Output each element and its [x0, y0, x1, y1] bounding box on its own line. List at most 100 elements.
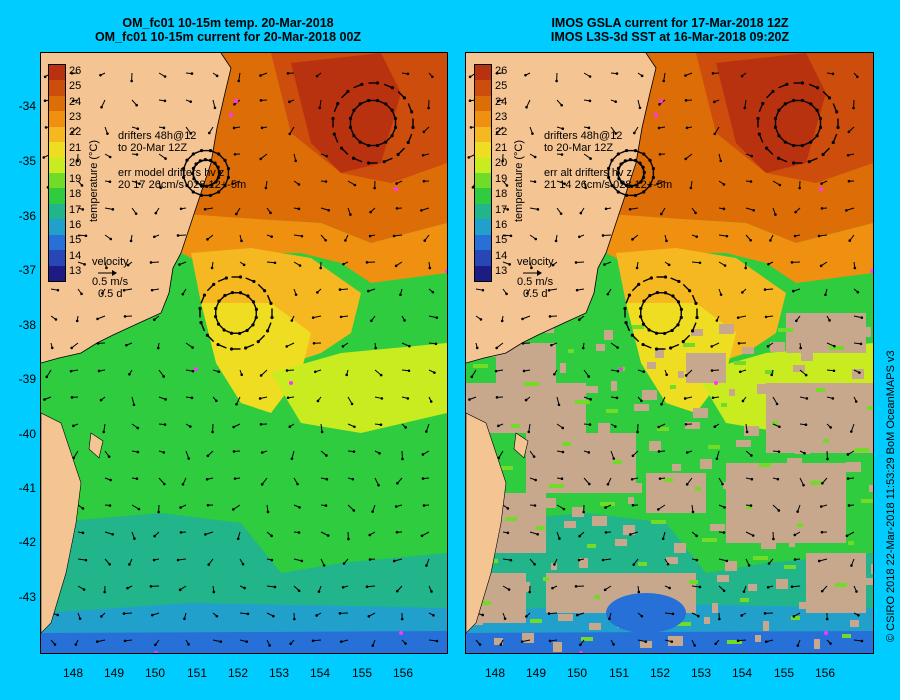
colorbar-tick-label: 17 — [495, 203, 508, 216]
colorbar-swatch — [475, 250, 491, 267]
current-arrow-head — [635, 266, 639, 270]
current-arrow-head — [698, 261, 702, 265]
current-arrow-head — [749, 180, 753, 183]
current-arrow-head — [671, 612, 675, 616]
sst-pixel-speckle — [710, 524, 725, 531]
current-arrow-head — [254, 307, 259, 312]
current-arrow-head — [259, 99, 263, 102]
current-arrow-head — [135, 153, 139, 156]
current-arrow-head — [189, 425, 192, 428]
current-arrow-head — [229, 347, 234, 351]
sst-pixel-speckle — [757, 384, 766, 394]
current-arrow-head — [470, 375, 474, 379]
current-arrow-head — [71, 99, 75, 103]
current-arrow — [366, 585, 376, 588]
current-arrow-head — [425, 430, 428, 433]
current-arrow-head — [300, 234, 304, 238]
current-arrow-head — [74, 643, 78, 646]
current-arrow-head — [711, 396, 715, 400]
current-arrow-head — [423, 239, 427, 242]
current-arrow — [799, 477, 804, 486]
current-arrow — [502, 234, 512, 237]
current-arrow-head — [524, 73, 527, 77]
colorbar-swatch — [475, 65, 491, 81]
current-arrow-head — [270, 315, 274, 320]
sst-pixel-speckle — [861, 499, 873, 503]
current-arrow-head — [233, 103, 236, 106]
sst-pixel-speckle — [759, 463, 771, 467]
current-arrow — [238, 72, 241, 81]
current-arrow-head — [478, 643, 482, 646]
current-arrow-head — [226, 166, 231, 171]
drifter-marker — [619, 367, 623, 371]
current-arrow — [232, 180, 241, 185]
current-arrow-head — [475, 346, 479, 350]
current-arrow-head — [97, 369, 101, 373]
current-arrow-head — [369, 210, 372, 214]
current-arrow-head — [339, 146, 344, 150]
current-arrow-head — [80, 184, 84, 187]
current-arrow-head — [833, 344, 836, 348]
current-arrow — [663, 72, 666, 81]
current-arrow-head — [796, 644, 800, 647]
current-arrow-head — [829, 642, 832, 645]
current-arrow-head — [561, 127, 565, 130]
current-arrow-head — [259, 74, 262, 77]
current-arrow-head — [693, 644, 696, 647]
sst-pixel-speckle — [842, 634, 851, 638]
current-arrow-head — [212, 590, 216, 594]
current-arrow — [850, 423, 855, 432]
current-arrow-head — [232, 126, 236, 130]
current-arrow-head — [268, 644, 271, 647]
current-arrow-head — [558, 537, 561, 540]
current-arrow-head — [665, 239, 668, 243]
current-arrow-head — [468, 75, 472, 79]
current-arrow-head — [632, 563, 636, 566]
sst-pixel-speckle — [833, 504, 842, 514]
sst-pixel-speckle — [765, 370, 774, 374]
current-arrow-head — [710, 345, 714, 348]
current-arrow-head — [156, 346, 160, 350]
current-arrow-head — [792, 289, 795, 293]
sst-pixel-speckle — [621, 446, 630, 453]
current-arrow — [637, 99, 641, 108]
sst-pixel-speckle — [500, 545, 506, 552]
current-arrow-head — [658, 152, 662, 156]
current-arrow-head — [815, 86, 820, 90]
current-arrow — [583, 153, 591, 159]
current-arrow-head — [233, 152, 237, 156]
current-arrow-head — [345, 373, 348, 377]
current-arrow-head — [658, 477, 662, 480]
current-arrow-head — [134, 212, 138, 215]
sst-pixel-speckle — [560, 363, 566, 373]
current-arrow-head — [108, 504, 112, 507]
drifter-marker — [194, 367, 198, 371]
current-arrow-head — [831, 397, 835, 400]
current-arrow-head — [421, 153, 425, 157]
sst-pixel-speckle — [865, 327, 871, 337]
current-arrow — [123, 612, 133, 615]
current-arrow-head — [435, 639, 439, 643]
longitude-label: 154 — [309, 666, 331, 680]
current-arrow-head — [503, 617, 507, 620]
current-arrow-head — [368, 533, 372, 537]
colorbar-swatch — [49, 250, 65, 267]
sst-pixel-speckle — [854, 448, 869, 452]
colorbar-tick-label: 25 — [495, 80, 508, 93]
current-arrow-head — [777, 450, 781, 453]
sst-pixel-speckle — [530, 619, 542, 623]
current-arrow — [236, 396, 241, 405]
sst-pixel-speckle — [725, 561, 737, 571]
colorbar-tick-label: 25 — [69, 80, 82, 93]
current-arrow-head — [855, 590, 858, 593]
colorbar-swatch — [475, 173, 491, 189]
current-arrow-head — [800, 81, 805, 85]
current-arrow — [718, 234, 727, 237]
current-arrow-head — [614, 425, 617, 428]
current-arrow — [233, 504, 241, 510]
current-arrow-head — [315, 614, 318, 617]
current-arrow-head — [509, 234, 513, 238]
current-arrow-head — [804, 373, 808, 377]
current-arrow-head — [751, 534, 755, 537]
sst-pixel-speckle — [549, 484, 564, 488]
